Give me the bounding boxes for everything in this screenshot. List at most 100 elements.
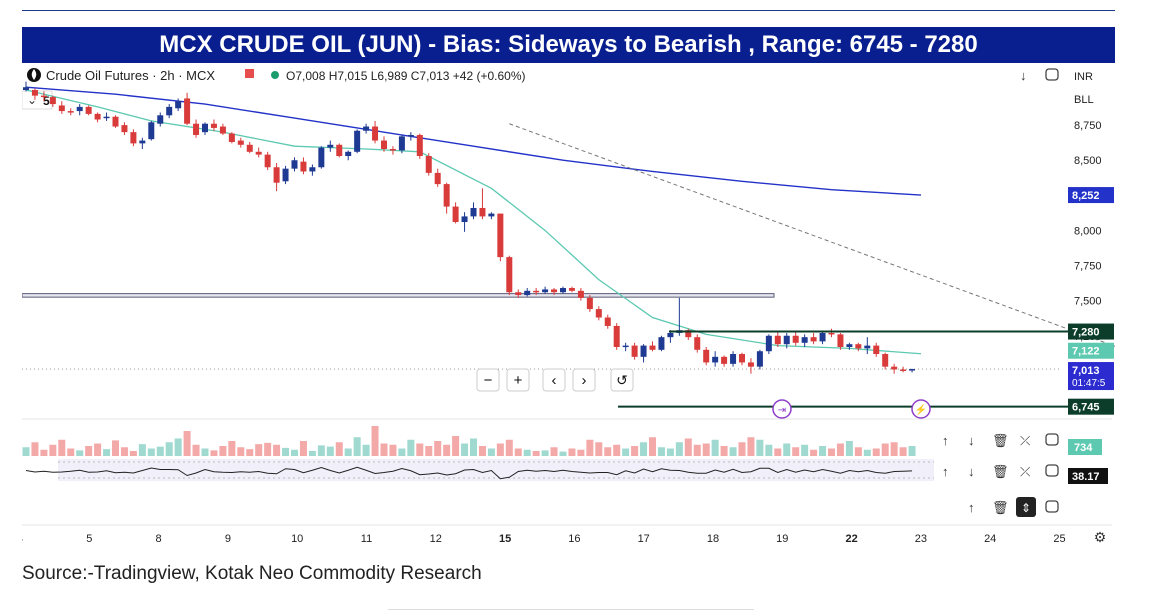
candle [166, 106, 173, 116]
maximize-icon[interactable] [1045, 68, 1059, 81]
candle [658, 337, 665, 350]
collapse-pane-icon[interactable]: ⤫ [1020, 464, 1031, 479]
move-down-icon[interactable]: ↓ [968, 433, 975, 448]
candle [721, 356, 728, 364]
volume-bar [505, 439, 513, 456]
candle [801, 337, 808, 343]
candle [712, 356, 719, 363]
candle [157, 115, 164, 124]
alert-arrow-icon: ⇥ [778, 405, 786, 416]
scroll-right-button[interactable] [572, 368, 596, 392]
delete-icon[interactable]: 🗑 [992, 500, 1009, 515]
candle [452, 206, 459, 223]
zoom-out-button[interactable] [476, 368, 500, 392]
volume-bar [890, 442, 898, 456]
x-axis-tick: 16 [568, 533, 580, 545]
price-axis-tick: 8,750 [1074, 120, 1102, 132]
volume-bar [729, 447, 737, 456]
move-down-icon[interactable]: ↓ [968, 464, 975, 479]
candle [470, 207, 477, 217]
volume-bar [67, 448, 75, 456]
zoom-out-label: − [484, 372, 493, 389]
price-label-box [1068, 342, 1114, 359]
candle [694, 337, 701, 350]
reset-chart-button[interactable] [610, 368, 634, 392]
volume-bar [514, 448, 522, 456]
volume-bar [532, 451, 540, 456]
settings-gear-icon[interactable]: ⚙ [1094, 529, 1107, 545]
price-label: 7,280 [1072, 327, 1100, 339]
volume-bar [40, 449, 48, 456]
horizontal-zone [21, 293, 775, 298]
live-dot-icon [271, 71, 279, 79]
candle [264, 154, 271, 168]
candle [85, 106, 92, 114]
indicator-count: 5 [43, 94, 50, 108]
candle [533, 290, 540, 293]
maximize-pane-icon[interactable] [1045, 500, 1059, 513]
volume-bar [595, 442, 603, 456]
volume-bar [156, 446, 164, 456]
candle [819, 332, 826, 342]
candle [560, 288, 566, 293]
candle [76, 106, 83, 112]
delete-icon[interactable]: 🗑 [992, 464, 1009, 479]
volume-bar [326, 446, 334, 456]
alert-marker-icon[interactable] [772, 399, 792, 419]
volume-bar [335, 442, 343, 456]
updown-icon: ⇕ [1021, 501, 1031, 515]
volume-bar [666, 448, 674, 456]
osc-pane-tools[interactable]: ↑ ↓ 🗑 ⤫ [942, 464, 1059, 479]
volume-pane-tools[interactable]: ↑ ↓ 🗑 ⤫ [942, 433, 1059, 448]
ma-fast-line [25, 89, 922, 355]
move-up-icon[interactable]: ↑ [942, 464, 949, 479]
chart-nav-controls[interactable]: − + ‹ › ↺ [476, 368, 634, 392]
volume-bar [425, 446, 433, 456]
price-label: 8,252 [1072, 190, 1100, 202]
volume-bar [192, 444, 200, 456]
collapse-pane-icon[interactable]: ⤫ [1020, 433, 1031, 448]
candle [237, 140, 244, 145]
move-up-icon[interactable]: ↑ [942, 433, 949, 448]
scroll-left-button[interactable] [542, 368, 566, 392]
volume-bar [76, 450, 84, 456]
volume-bar [819, 446, 827, 456]
currency-label: INR [1074, 71, 1093, 83]
x-axis-tick: 23 [915, 533, 927, 545]
symbol-title[interactable]: Crude Oil Futures · 2h · MCX [46, 68, 215, 83]
lightning-icon: ⚡ [915, 403, 927, 416]
volume-bar [792, 447, 800, 456]
candle [103, 116, 110, 119]
volume-bar [389, 444, 397, 456]
candle [756, 351, 763, 367]
extra-pane-tools[interactable]: ↑ 🗑 ⇕ [968, 497, 1059, 517]
lightning-alert-icon[interactable] [911, 399, 931, 419]
candle [389, 149, 396, 151]
candle [363, 126, 370, 131]
candlestick-chart-svg[interactable]: Crude Oil Futures · 2h · MCX O7,008 H7,0… [17, 63, 1161, 553]
volume-bar [747, 437, 755, 456]
volume-bar [872, 448, 880, 456]
candle [148, 122, 155, 140]
volume-label-box [1068, 439, 1102, 455]
volume-bar [22, 447, 30, 456]
move-up-icon[interactable]: ↑ [968, 500, 975, 515]
candle [891, 366, 898, 370]
candle [515, 292, 522, 296]
resize-pane-button[interactable] [1016, 497, 1036, 517]
download-icon[interactable]: ↓ [1020, 68, 1027, 83]
volume-bar [622, 448, 630, 456]
maximize-pane-icon[interactable] [1045, 433, 1059, 446]
chart-area[interactable]: Crude Oil Futures · 2h · MCX O7,008 H7,0… [17, 63, 1161, 553]
delete-icon[interactable]: 🗑 [992, 433, 1009, 448]
maximize-pane-icon[interactable] [1045, 464, 1059, 477]
candle [703, 349, 710, 363]
volume-bar [720, 446, 728, 456]
volume-bar [353, 437, 361, 456]
zoom-in-button[interactable] [506, 368, 530, 392]
chevron-down-icon[interactable]: ⌄ [27, 93, 37, 107]
candle [864, 345, 871, 349]
candle [909, 369, 916, 371]
x-axis-tick: 17 [638, 533, 650, 545]
candle [900, 369, 907, 371]
